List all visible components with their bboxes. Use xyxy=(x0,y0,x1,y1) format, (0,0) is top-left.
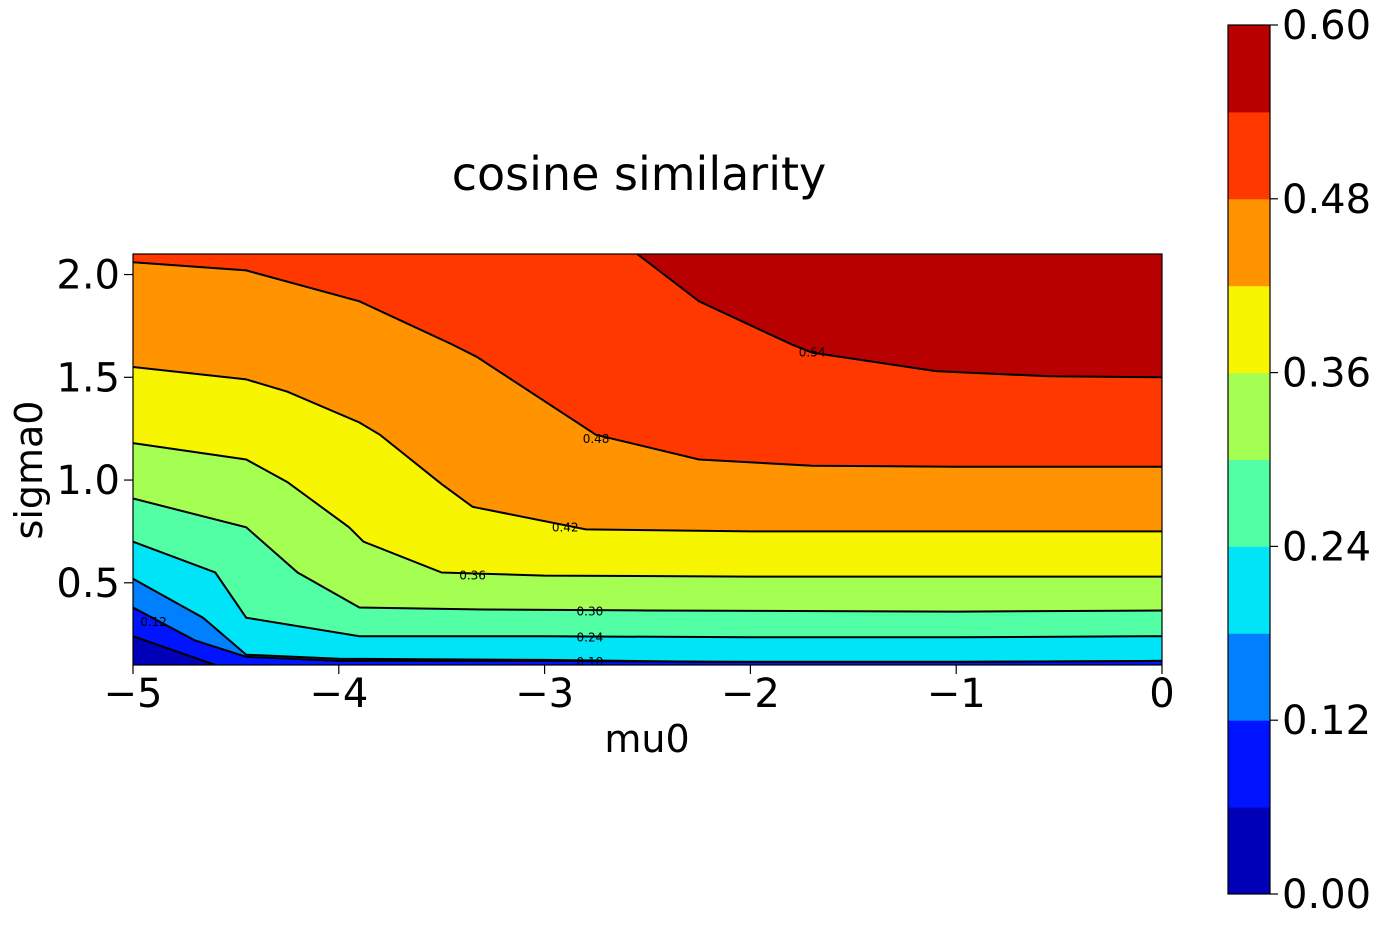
y-axis-label: sigma0 xyxy=(7,401,51,540)
colorbar-tick-label: 0.36 xyxy=(1282,351,1371,397)
colorbar-frame xyxy=(1227,24,1271,895)
contour-label-0.48: 0.48 xyxy=(583,432,610,446)
y-tick-label: 1.5 xyxy=(56,355,120,401)
x-tick-label: −3 xyxy=(515,671,574,717)
x-tick-label: −2 xyxy=(721,671,780,717)
colorbar-segment xyxy=(1228,111,1270,200)
x-axis-label: mu0 xyxy=(604,717,689,761)
colorbar-segment xyxy=(1228,633,1270,721)
colorbar-tick-label: 0.48 xyxy=(1282,177,1371,223)
colorbar-tick-label: 0.24 xyxy=(1282,524,1371,570)
contour-label-0.36: 0.36 xyxy=(459,569,486,583)
contour-line-0.36 xyxy=(133,442,1162,578)
y-axis: 0.5 1.0 1.5 2.0 xyxy=(56,253,133,607)
x-tick-label: −4 xyxy=(309,671,368,717)
colorbar-tick-label: 0.60 xyxy=(1282,3,1371,49)
y-tick-label: 0.5 xyxy=(56,561,120,607)
contour-label-0.24: 0.24 xyxy=(577,630,604,644)
colorbar-segment xyxy=(1228,198,1270,287)
x-axis: −5 −4 −3 −2 −1 0 xyxy=(104,665,1175,717)
plot-area: 0.12 0.18 0.24 0.30 0.36 0.42 0.48 0.54 xyxy=(132,253,1163,669)
x-tick-label: −1 xyxy=(927,671,986,717)
contour-line-0.42 xyxy=(133,366,1162,533)
contour-line-0.06 xyxy=(133,635,216,665)
contour-line-0.48 xyxy=(133,261,1162,468)
contour-label-0.42: 0.42 xyxy=(552,520,579,534)
contour-line-0.18 xyxy=(133,577,1162,663)
colorbar-segment xyxy=(1228,720,1270,808)
colorbar-segment xyxy=(1228,807,1270,895)
contour-label-0.54: 0.54 xyxy=(799,346,826,360)
plot-frame xyxy=(132,253,1163,666)
contour-line-0.24 xyxy=(133,540,1162,639)
colorbar-segment xyxy=(1228,285,1270,374)
x-tick-label: −5 xyxy=(104,671,163,717)
contour-label-0.18: 0.18 xyxy=(577,655,604,669)
y-tick-label: 1.0 xyxy=(56,458,120,504)
contour-label-0.12: 0.12 xyxy=(140,615,167,629)
contour-band-0.24 xyxy=(133,498,1162,665)
x-tick-label: 0 xyxy=(1149,671,1174,717)
colorbar-tick-label: 0.00 xyxy=(1282,872,1371,918)
contour-band-0.06 xyxy=(133,607,1162,665)
colorbar-segment xyxy=(1228,25,1270,113)
colorbar-segment xyxy=(1228,459,1270,547)
chart-title: cosine similarity xyxy=(452,147,827,201)
contour-line-0.54 xyxy=(636,254,1162,379)
contour-line-0.30 xyxy=(133,497,1162,613)
contour-label-0.30: 0.30 xyxy=(577,605,604,619)
y-tick-label: 2.0 xyxy=(56,253,120,299)
colorbar-segment xyxy=(1228,372,1270,460)
colorbar-segment xyxy=(1228,546,1270,634)
colorbar-tick-label: 0.12 xyxy=(1282,698,1371,744)
colorbar: 0.00 0.12 0.24 0.36 0.48 0.60 xyxy=(1227,3,1371,918)
